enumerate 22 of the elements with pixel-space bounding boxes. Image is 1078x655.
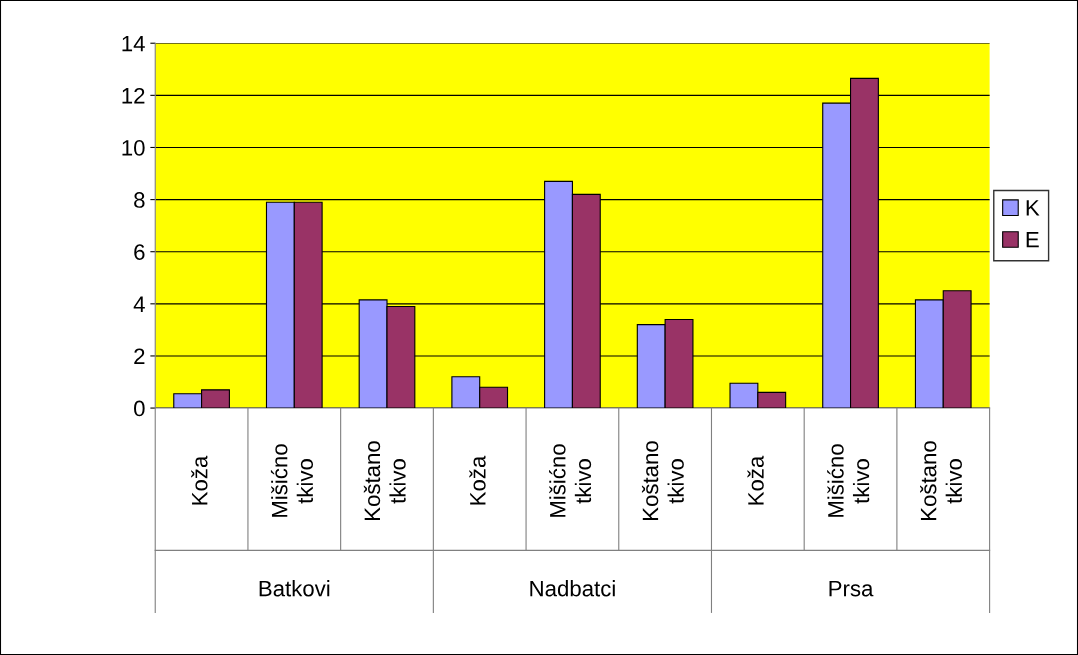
x-tick-label: Mišićno tkivo xyxy=(270,444,314,517)
text: Batkovi xyxy=(259,580,330,597)
y-tick-label: 10 xyxy=(122,140,145,156)
y-tick-label: 14 xyxy=(122,35,145,52)
text: Nadbatci xyxy=(530,580,615,597)
text: Prsa xyxy=(829,580,874,597)
x-tick-label: Koža xyxy=(469,455,486,505)
y-tick-label: 4 xyxy=(133,296,145,312)
x-tick-label: Koža xyxy=(191,455,208,505)
y-tick-label: 2 xyxy=(134,348,145,364)
y-tick-label: 6 xyxy=(134,244,145,260)
y-tick-label: 12 xyxy=(122,87,145,104)
x-tick-label: Mišićno tkivo xyxy=(827,444,870,517)
x-tick-label: Mišićno tkivo xyxy=(549,444,592,517)
x-tick-label: Koštano tkivo xyxy=(363,441,406,520)
x-tick-label: Koštano tkivo xyxy=(920,441,962,520)
x-tick-label: Koža xyxy=(747,455,764,505)
y-tick-label: 0 xyxy=(134,400,145,417)
legend-label: K xyxy=(1026,200,1040,216)
legend-label: E xyxy=(1026,232,1039,248)
y-tick-label: 8 xyxy=(134,192,145,208)
x-tick-label: Koštano tkivo xyxy=(641,441,684,520)
